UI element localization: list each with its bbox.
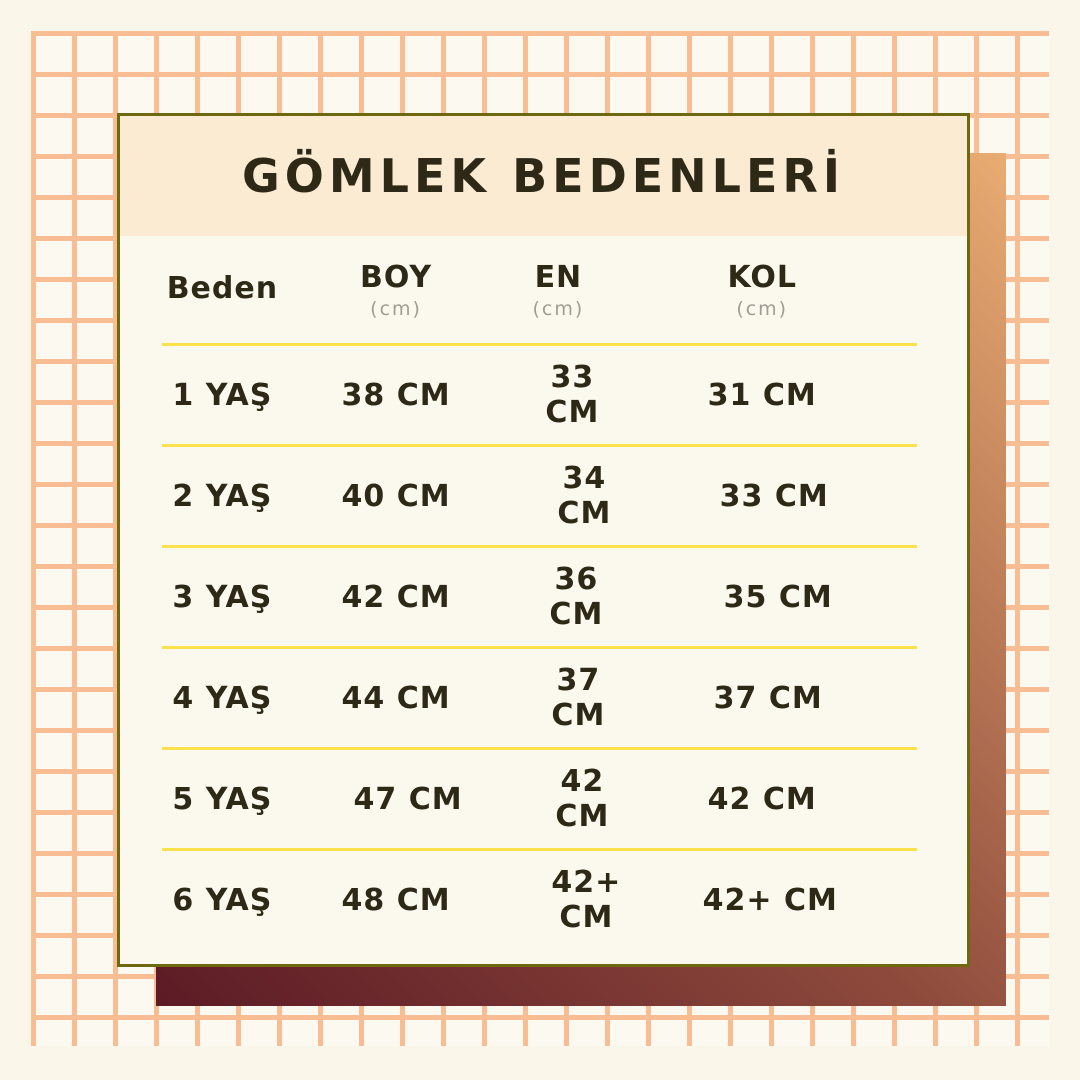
en-cell: 42+ CM	[551, 865, 622, 935]
table-row: 4 YAŞ 44 CM 37 CM 37 CM	[162, 646, 917, 747]
boy-cell: 42 CM	[341, 579, 451, 615]
kol-cell: 37 CM	[713, 680, 823, 716]
table-row: 3 YAŞ 42 CM 36 CM 35 CM	[162, 545, 917, 646]
en-cell: 34 CM	[557, 461, 612, 531]
size-cell: 4 YAŞ	[172, 680, 273, 716]
size-cell: 1 YAŞ	[172, 377, 273, 413]
column-label: KOL	[727, 259, 797, 295]
column-unit: (cm)	[370, 297, 422, 320]
column-header-beden: Beden	[162, 271, 283, 309]
boy-cell: 48 CM	[341, 882, 451, 918]
column-label: EN	[534, 259, 583, 295]
en-cell: 33 CM	[545, 360, 600, 430]
kol-cell: 42+ CM	[702, 882, 838, 918]
card-header-band: GÖMLEK BEDENLERİ	[120, 116, 967, 236]
column-label: BOY	[360, 259, 433, 295]
page-title: GÖMLEK BEDENLERİ	[242, 149, 845, 203]
boy-cell: 44 CM	[341, 680, 451, 716]
kol-cell: 35 CM	[723, 579, 833, 615]
column-label: Beden	[166, 270, 279, 306]
en-cell: 37 CM	[551, 663, 606, 733]
column-unit: (cm)	[736, 297, 789, 320]
boy-cell: 38 CM	[341, 377, 451, 413]
column-unit: (cm)	[532, 297, 585, 320]
en-cell: 36 CM	[549, 562, 604, 632]
size-chart-card: GÖMLEK BEDENLERİ Beden BOY (cm) EN (cm) …	[117, 113, 970, 967]
size-cell: 3 YAŞ	[172, 579, 273, 615]
table-row: 5 YAŞ 47 CM 42 CM 42 CM	[162, 747, 917, 848]
en-cell: 42 CM	[555, 764, 610, 834]
table-row: 2 YAŞ 40 CM 34 CM 33 CM	[162, 444, 917, 545]
column-header-en: EN (cm)	[509, 260, 607, 320]
boy-cell: 47 CM	[353, 781, 463, 817]
boy-cell: 40 CM	[341, 478, 451, 514]
table-row: 6 YAŞ 48 CM 42+ CM 42+ CM	[162, 848, 917, 949]
table-header-row: Beden BOY (cm) EN (cm) KOL (cm)	[162, 236, 917, 343]
size-cell: 2 YAŞ	[172, 478, 273, 514]
column-header-boy: BOY (cm)	[283, 260, 510, 320]
kol-cell: 31 CM	[707, 377, 817, 413]
size-cell: 6 YAŞ	[172, 882, 273, 918]
kol-cell: 42 CM	[707, 781, 817, 817]
kol-cell: 33 CM	[719, 478, 829, 514]
table-row: 1 YAŞ 38 CM 33 CM 31 CM	[162, 343, 917, 444]
size-table: Beden BOY (cm) EN (cm) KOL (cm) 1 YAŞ	[162, 236, 917, 949]
column-header-kol: KOL (cm)	[607, 260, 917, 320]
size-cell: 5 YAŞ	[172, 781, 273, 817]
